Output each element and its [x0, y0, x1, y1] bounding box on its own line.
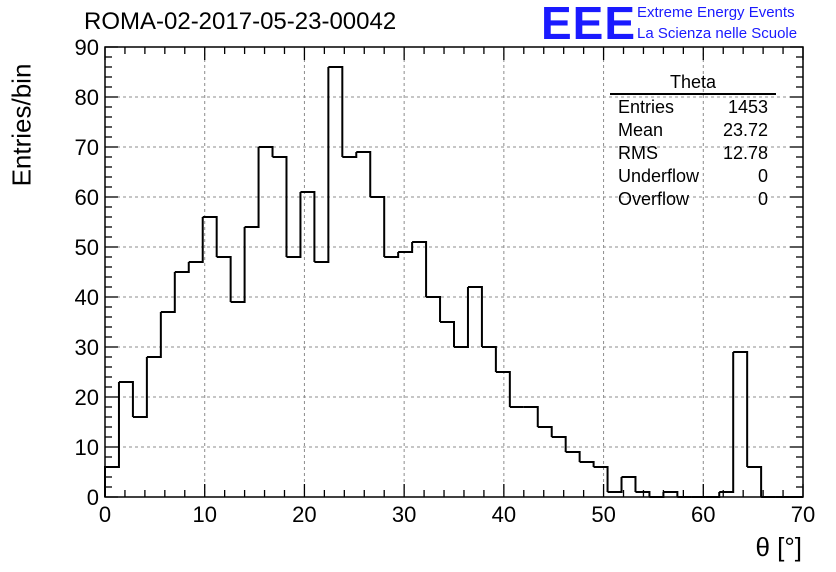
run-title: ROMA-02-2017-05-23-00042 [84, 8, 397, 35]
stat-row-entries: Entries 1453 [610, 96, 776, 119]
y-tick-label: 90 [75, 35, 99, 60]
y-tick-label: 70 [75, 135, 99, 160]
y-tick-label: 0 [87, 485, 99, 510]
x-tick-label: 30 [392, 502, 416, 527]
y-tick-label: 50 [75, 235, 99, 260]
histogram-bin [733, 351, 749, 467]
y-tick-label: 40 [75, 285, 99, 310]
histogram-bin [384, 252, 400, 258]
stat-value: 0 [757, 189, 768, 209]
stat-label: Overflow [618, 189, 690, 209]
eee-logo: EEE [541, 0, 637, 49]
histogram-bin [537, 426, 553, 437]
stat-label: Mean [618, 120, 664, 140]
x-tick-label: 70 [791, 502, 815, 527]
histogram-bin [467, 286, 483, 347]
histogram-bin [747, 466, 763, 497]
x-tick-label: 0 [99, 502, 111, 527]
stats-title: Theta [610, 72, 776, 95]
histogram-bin [188, 217, 204, 263]
histogram-bin [244, 147, 260, 228]
histogram-bin [286, 192, 302, 258]
histogram-bin [314, 67, 330, 263]
org-name-line1: Extreme Energy Events [637, 4, 795, 21]
histogram-bin [216, 256, 232, 302]
histogram-bin [426, 296, 442, 322]
histogram-bin [551, 436, 567, 452]
histogram-bin [579, 461, 595, 467]
histogram-bin [481, 346, 497, 372]
histogram-bin [146, 312, 162, 358]
histogram-bin [300, 191, 316, 262]
y-tick-label: 10 [75, 435, 99, 460]
tick-labels: 0 10 20 30 40 50 60 70 0 10 20 30 40 50 60 70 80 90 [75, 35, 816, 527]
histogram-bin [104, 382, 120, 497]
histogram-bin [132, 357, 148, 418]
stat-label: RMS [618, 143, 658, 163]
stat-value: 12.78 [722, 143, 768, 163]
histogram-bin [160, 272, 176, 313]
histogram-bin [370, 196, 386, 257]
org-name-line2: La Scienza nelle Scuole [637, 25, 798, 42]
histogram-bin [202, 216, 218, 257]
histogram-bin [663, 491, 679, 497]
histogram-bin [495, 371, 511, 407]
plot-frame [104, 46, 804, 498]
histogram-bin [440, 321, 455, 347]
stat-value: 1453 [727, 97, 768, 117]
histogram-bin [719, 352, 735, 493]
histogram-bin [258, 146, 274, 157]
histogram-bars [104, 66, 803, 498]
histogram-bin [272, 156, 288, 257]
y-axis-title-box: Entries/bin [4, 60, 40, 190]
histogram-bin [621, 476, 637, 492]
stat-value: 23.72 [722, 120, 768, 140]
histogram-bin [593, 466, 609, 492]
grid-lines [105, 47, 803, 497]
x-tick-label: 20 [292, 502, 316, 527]
histogram-bin [118, 381, 134, 417]
axis-ticks [104, 46, 804, 498]
stat-label: Entries [618, 97, 675, 117]
histogram-bin [565, 451, 581, 462]
stat-row-mean: Mean 23.72 [610, 119, 776, 142]
y-tick-label: 60 [75, 185, 99, 210]
stat-row-underflow: Underflow 0 [610, 165, 776, 188]
histogram-bin [607, 477, 623, 493]
histogram-bin [454, 287, 469, 348]
stat-label: Underflow [618, 166, 700, 186]
y-axis-title: Entries/bin [6, 63, 37, 187]
stats-box: Theta Entries 1453 Mean 23.72 RMS 12.78 … [610, 72, 776, 211]
histogram-bin [356, 151, 372, 197]
histogram-bin [523, 406, 539, 427]
stat-row-overflow: Overflow 0 [610, 188, 776, 211]
x-tick-label: 50 [591, 502, 615, 527]
x-tick-label: 40 [492, 502, 516, 527]
x-axis-title: θ [°] [755, 532, 802, 562]
y-tick-label: 20 [75, 385, 99, 410]
stat-row-rms: RMS 12.78 [610, 142, 776, 165]
histogram-bin [398, 242, 414, 253]
histogram-bin [328, 66, 344, 157]
y-tick-label: 30 [75, 335, 99, 360]
stat-value: 0 [757, 166, 768, 186]
x-tick-label: 60 [691, 502, 715, 527]
histogram-bin [412, 241, 428, 297]
histogram-bin [230, 227, 246, 303]
y-tick-label: 80 [75, 85, 99, 110]
histogram-bin [635, 491, 651, 497]
histogram-bin [174, 262, 190, 273]
histogram-bin [342, 152, 358, 158]
x-tick-label: 10 [192, 502, 216, 527]
